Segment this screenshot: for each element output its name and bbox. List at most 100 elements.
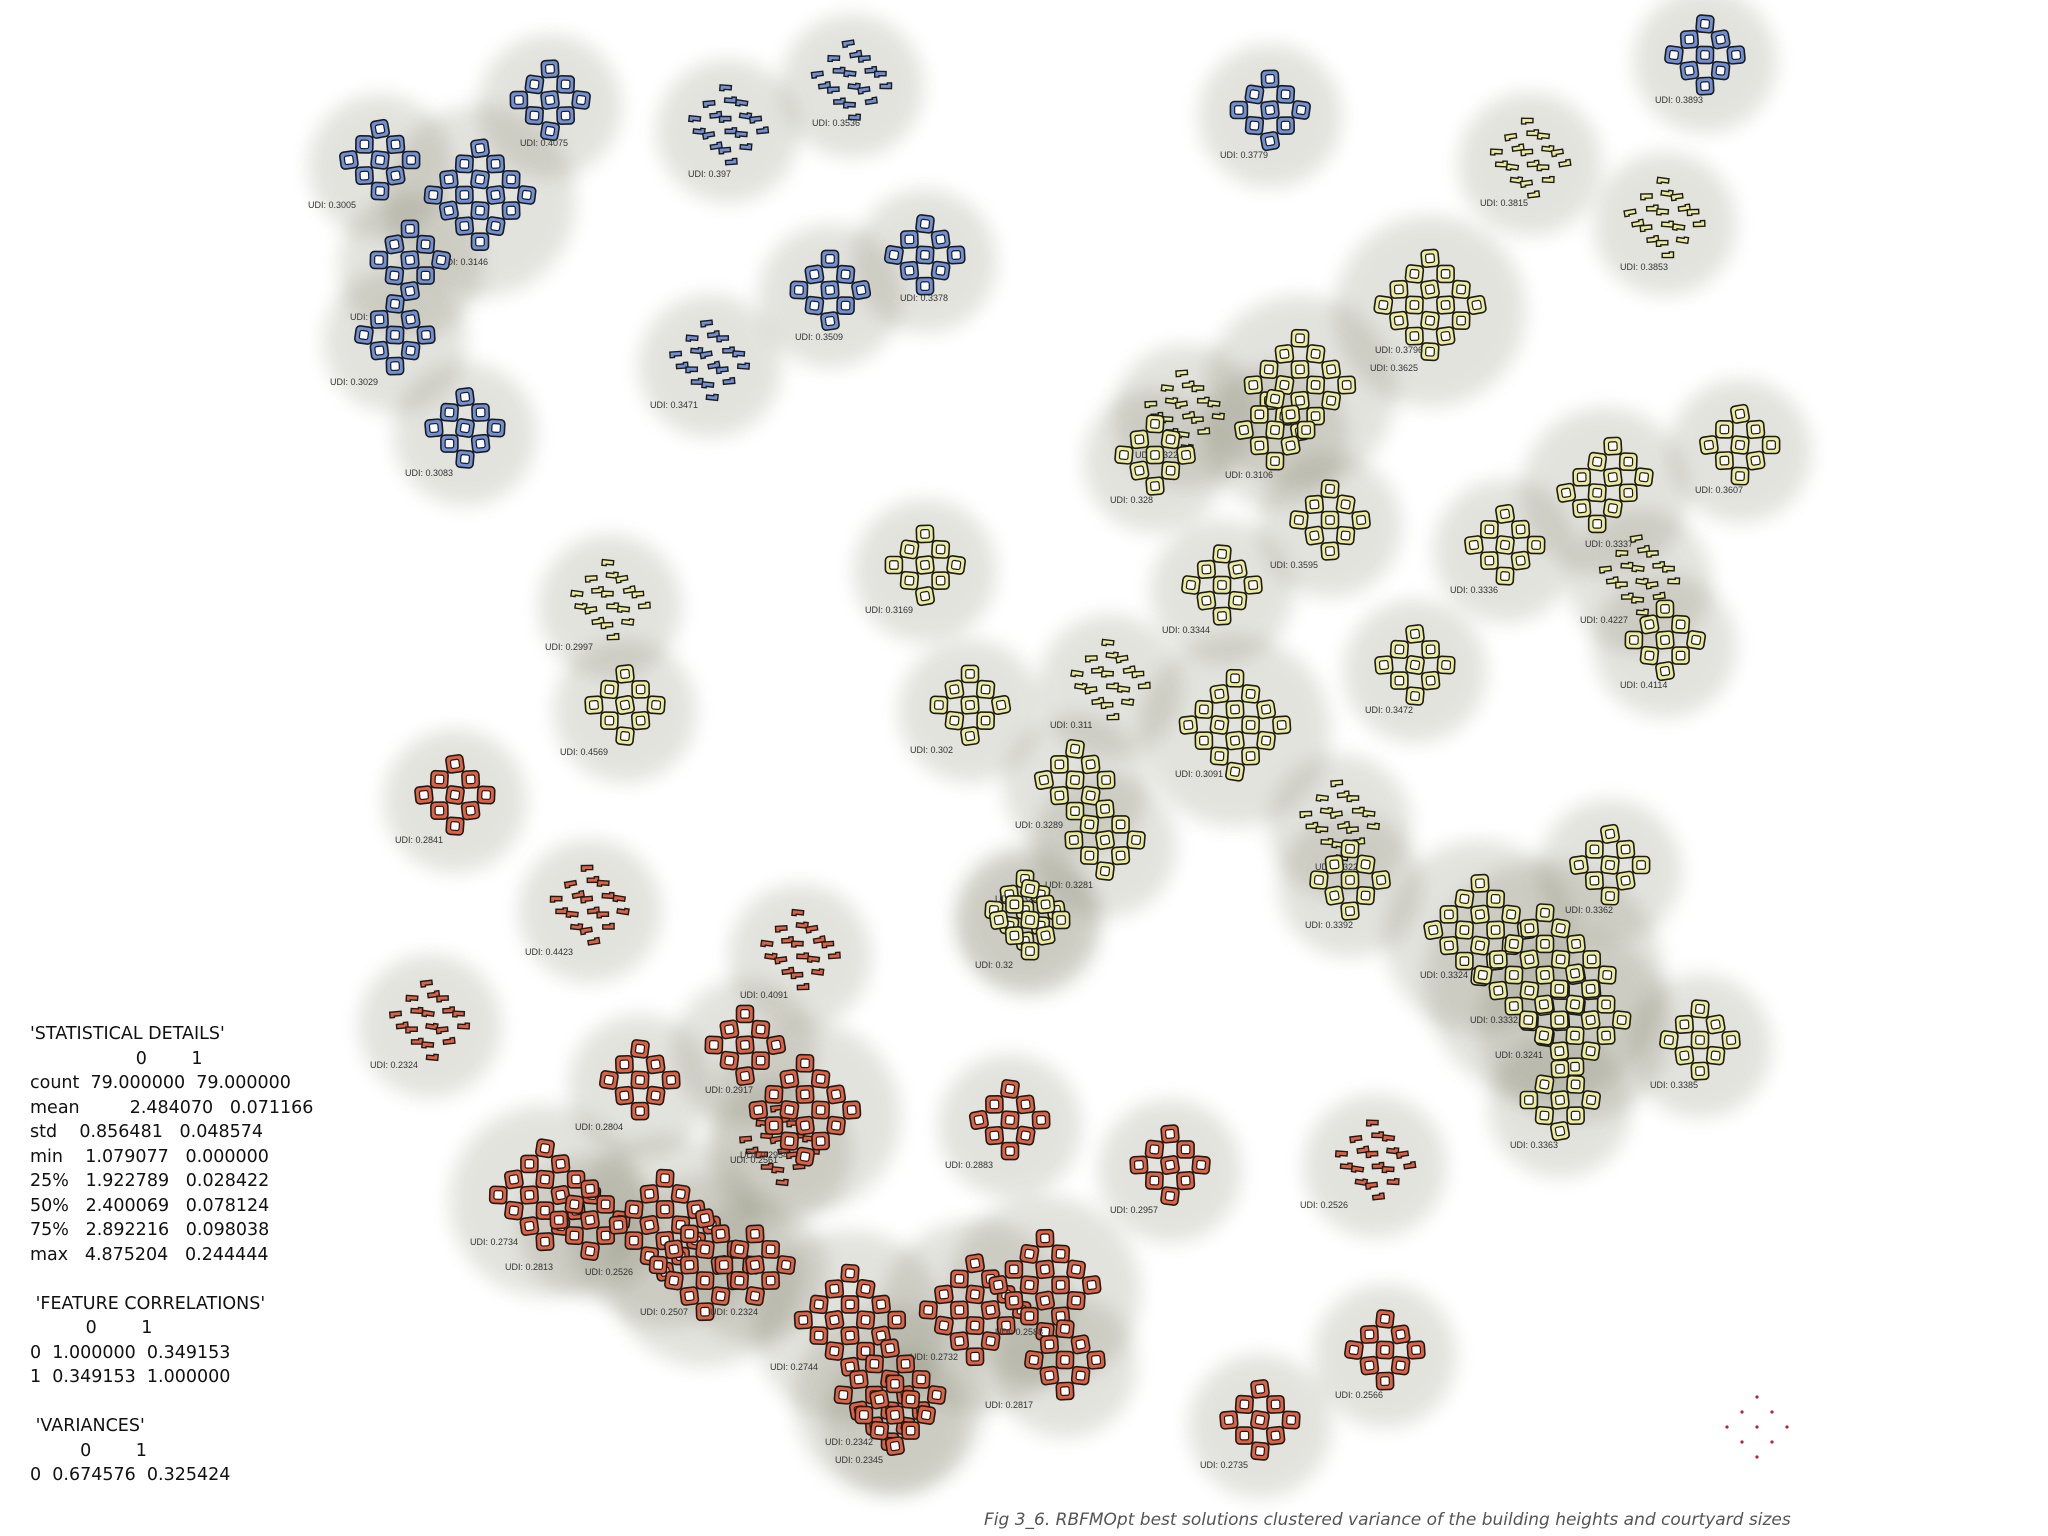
building-block	[1495, 566, 1515, 586]
building-block	[421, 1041, 439, 1062]
building-block	[1039, 1334, 1060, 1355]
building-block	[1596, 1026, 1616, 1046]
building-block	[339, 150, 359, 170]
building-block	[1101, 638, 1119, 660]
building-block	[1510, 519, 1531, 540]
building-block	[1455, 951, 1474, 971]
building-block	[1260, 69, 1280, 89]
building-block	[1686, 208, 1706, 228]
building-block	[415, 234, 436, 255]
building-block	[1321, 359, 1341, 380]
building-block	[1640, 193, 1659, 212]
stats-line	[30, 1390, 360, 1415]
building-block	[880, 1338, 900, 1359]
building-block	[718, 115, 738, 135]
building-block	[1079, 846, 1099, 866]
building-block	[1129, 1155, 1149, 1175]
udi-label: UDI: 0.2841	[395, 835, 443, 845]
udi-label: UDI: 0.2561	[730, 1155, 778, 1165]
building-block	[680, 1224, 699, 1244]
building-block	[535, 1201, 555, 1220]
building-block	[1572, 467, 1592, 487]
building-block	[887, 1310, 907, 1330]
building-block	[1225, 668, 1245, 688]
building-block	[535, 1138, 555, 1159]
building-block	[1389, 639, 1410, 660]
building-block	[470, 433, 491, 454]
building-block	[933, 1315, 954, 1336]
cluster-blue: UDI: 0.3083	[405, 387, 506, 478]
cluster-yellow: UDI: 0.3332	[1470, 903, 1617, 1048]
building-block	[1114, 445, 1134, 465]
udi-label: UDI: 0.2526	[585, 1267, 633, 1277]
building-block	[1019, 1275, 1040, 1295]
building-block	[1566, 1106, 1585, 1125]
building-block	[1565, 963, 1585, 984]
building-block	[1420, 670, 1441, 691]
building-block	[1100, 701, 1120, 721]
building-block	[1671, 223, 1690, 245]
building-block	[1435, 326, 1456, 346]
stats-line: 1 0.349153 1.000000	[30, 1367, 231, 1387]
building-block	[949, 1269, 969, 1289]
building-block	[1404, 326, 1424, 346]
building-block	[1320, 479, 1340, 499]
cluster-red: UDI: 0.2841	[395, 754, 496, 845]
building-block	[1066, 1290, 1086, 1311]
compass-dot	[1740, 1410, 1744, 1414]
building-block	[1225, 730, 1245, 751]
building-block	[1035, 1321, 1055, 1342]
building-block	[809, 1326, 829, 1346]
building-block	[1340, 870, 1360, 890]
building-block	[1745, 450, 1766, 471]
building-block	[1670, 614, 1691, 635]
cluster-yellow: UDI: 0.3796	[1373, 248, 1487, 362]
building-block	[871, 1294, 891, 1315]
building-block	[1335, 494, 1356, 515]
stats-line: max 4.875204 0.244444	[30, 1244, 269, 1265]
building-block	[729, 1270, 750, 1291]
building-block	[761, 1239, 781, 1259]
building-block	[438, 200, 459, 221]
building-block	[540, 90, 560, 110]
building-block	[1051, 1244, 1071, 1264]
building-block	[421, 1009, 439, 1031]
building-block	[405, 1026, 424, 1045]
building-block	[631, 680, 650, 699]
building-block	[648, 1255, 668, 1275]
building-block	[1686, 630, 1707, 650]
cluster-blue: UDI: 0.3471	[650, 319, 751, 410]
building-block	[729, 1239, 750, 1260]
building-block	[1504, 965, 1524, 985]
building-block	[809, 1294, 829, 1315]
building-block	[1304, 525, 1325, 546]
building-block	[1421, 639, 1441, 659]
building-block	[1274, 344, 1295, 364]
building-block	[901, 1421, 920, 1440]
building-block	[1290, 359, 1310, 379]
building-block	[1550, 918, 1571, 939]
building-block	[679, 1255, 699, 1275]
building-block	[540, 59, 560, 79]
compass-dot	[1725, 1425, 1729, 1429]
building-block	[1304, 494, 1325, 515]
building-block	[826, 1115, 846, 1136]
cluster-yellow: UDI: 0.3106	[1225, 388, 1316, 480]
building-block	[1031, 1110, 1051, 1130]
building-block	[369, 340, 390, 361]
building-block	[1395, 1150, 1417, 1170]
cluster-red: UDI: 0.4091	[740, 908, 841, 1000]
udi-label: UDI: 0.3362	[1565, 905, 1613, 915]
building-block	[1371, 870, 1391, 890]
building-block	[1730, 435, 1750, 455]
building-block	[1495, 503, 1515, 524]
building-block	[1472, 965, 1493, 985]
building-block	[1639, 645, 1660, 666]
building-block	[385, 134, 406, 155]
building-block	[745, 1255, 765, 1275]
building-block	[833, 1385, 853, 1405]
building-block	[1470, 935, 1490, 956]
building-block	[1033, 769, 1054, 791]
building-block	[718, 146, 738, 166]
building-block	[820, 249, 840, 269]
